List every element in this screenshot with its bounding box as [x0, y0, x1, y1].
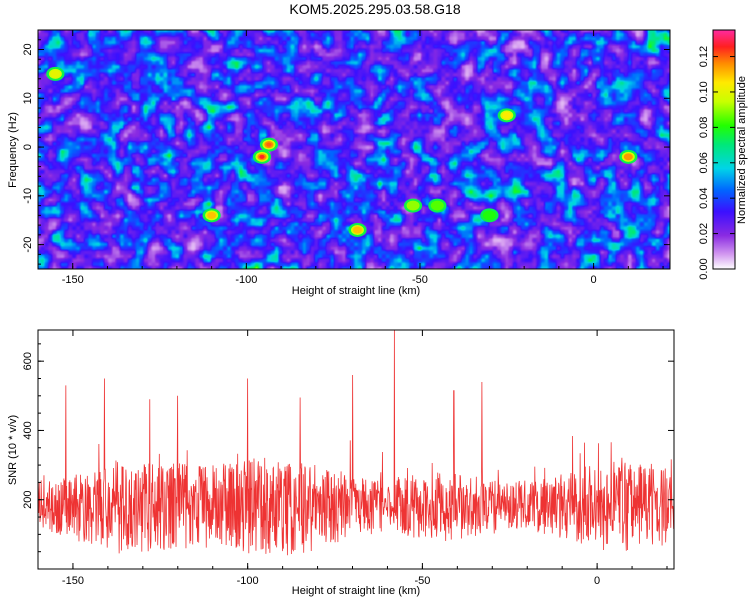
colorbar-tick-label: 0.02 — [698, 223, 710, 244]
heatmap-hotspot — [504, 113, 510, 118]
heatmap-hotspot — [266, 142, 272, 147]
line-y-tick-label: 200 — [22, 491, 34, 509]
colorbar-tick-label: 0.00 — [698, 258, 710, 279]
heatmap-x-tick-label: -150 — [62, 274, 84, 286]
heatmap-x-tick-label: -50 — [412, 274, 428, 286]
heatmap-hotspot — [410, 203, 416, 208]
heatmap-hotspot — [434, 203, 440, 208]
heatmap-y-tick-label: -10 — [22, 188, 34, 204]
line-x-tick-label: -50 — [414, 575, 430, 587]
line-y-tick-label: 600 — [22, 352, 34, 370]
line-y-axis-label: SNR (10 * v/v) — [7, 415, 19, 485]
heatmap-hotspot — [625, 154, 631, 159]
colorbar-tick-label: 0.06 — [698, 152, 710, 173]
heatmap-hotspot — [259, 154, 265, 159]
heatmap-hotspot — [209, 213, 215, 218]
heatmap-y-tick-label: -20 — [22, 237, 34, 253]
heatmap-frame — [37, 29, 671, 270]
line-x-tick-label: -150 — [62, 575, 84, 587]
heatmap-y-tick-label: 0 — [22, 144, 34, 150]
heatmap-y-tick-label: 10 — [22, 92, 34, 104]
colorbar-tick-label: 0.10 — [698, 81, 710, 102]
heatmap-hotspot — [354, 227, 361, 232]
colorbar-tick-label: 0.12 — [698, 46, 710, 67]
heatmap-hotspot — [486, 213, 493, 218]
line-frame — [37, 329, 675, 570]
line-y-tick-label: 400 — [22, 421, 34, 439]
heatmap-y-axis-label: Frequency (Hz) — [7, 112, 19, 188]
colorbar-tick-label: 0.04 — [698, 187, 710, 208]
line-x-tick-label: 0 — [594, 575, 600, 587]
colorbar-tick-label: 0.08 — [698, 117, 710, 138]
heatmap-x-axis-label: Height of straight line (km) — [292, 285, 420, 297]
snr-series-line — [38, 330, 674, 556]
colorbar-gradient — [712, 29, 736, 270]
chart-title: KOM5.2025.295.03.58.G18 — [289, 1, 461, 17]
line-x-axis-label: Height of straight line (km) — [292, 585, 420, 597]
colorbar: 0.00 0.02 0.04 0.06 0.08 0.10 0.12 Normalized … — [698, 29, 748, 280]
heatmap-y-tick-label: 20 — [22, 43, 34, 55]
colorbar-label: Normalized spectral amplitude — [736, 76, 748, 224]
heatmap-hotspot — [52, 71, 58, 76]
line-x-tick-label: -100 — [237, 575, 259, 587]
line-panel: -150 -100 -50 0 200 400 600 Height of straigh… — [7, 329, 675, 597]
heatmap-x-tick-label: 0 — [591, 274, 597, 286]
heatmap-x-tick-label: -100 — [235, 274, 257, 286]
